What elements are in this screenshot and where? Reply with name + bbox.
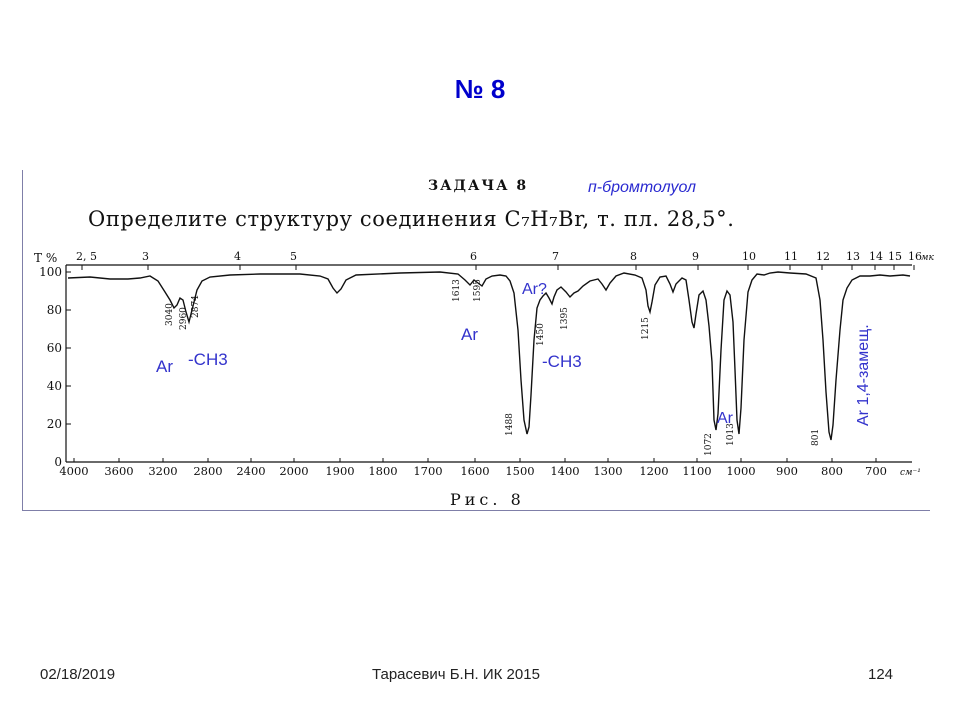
task-question: Определите структуру соединения C₇H₇Br, … (88, 207, 735, 231)
y-axis-labels: 100 80 60 40 20 0 T % (34, 251, 71, 469)
bottom-tick-label: 1700 (413, 464, 442, 478)
top-tick-label: 10 (742, 250, 756, 263)
bottom-tick-label: 1800 (368, 464, 397, 478)
compound-name: п-бромтолуол (588, 179, 697, 196)
top-tick-label: 13 (846, 250, 860, 263)
footer-page: 124 (868, 666, 894, 683)
bottom-axis-labels: 4000 3600 3200 2800 2400 2000 1900 1800 1700 1600… (59, 458, 921, 478)
peak-label: 3040 (165, 303, 175, 326)
peak-label: 2960 (179, 307, 189, 330)
annotation-label: Ar (156, 357, 173, 376)
peak-label: 1395 (560, 307, 570, 330)
bottom-tick-label: 2400 (236, 464, 265, 478)
annotations: Ar -CH3 Ar Ar? -CH3 Ar Ar 1,4-замещ. (156, 281, 872, 427)
top-tick-label: 4 (234, 250, 241, 263)
top-tick-label: 12 (816, 250, 830, 263)
y-tick-label: 100 (39, 265, 62, 279)
peak-label: 1072 (704, 433, 714, 456)
peak-label: 1013 (726, 423, 736, 446)
y-axis-label: T % (34, 251, 57, 265)
y-tick-label: 20 (47, 417, 62, 431)
bottom-tick-label: 700 (865, 464, 887, 478)
y-tick-label: 0 (54, 455, 62, 469)
bottom-tick-label: 3600 (104, 464, 133, 478)
bottom-axis-unit: см⁻¹ (900, 468, 921, 478)
slide-title: № 8 (454, 74, 506, 104)
bottom-tick-label: 2000 (279, 464, 308, 478)
peak-label: 1488 (505, 413, 515, 436)
top-tick-label: 6 (470, 250, 477, 263)
peak-label: 1613 (452, 279, 462, 302)
top-tick-label: 11 (784, 250, 798, 263)
bottom-tick-label: 4000 (59, 464, 88, 478)
y-tick-label: 40 (47, 379, 62, 393)
peak-label: 1595 (473, 279, 483, 302)
bottom-tick-label: 1100 (682, 464, 711, 478)
bottom-tick-label: 1200 (639, 464, 668, 478)
bottom-tick-label: 800 (821, 464, 843, 478)
figure-caption: Рис. 8 (450, 490, 525, 509)
figure-border-bottom (22, 510, 930, 511)
annotation-label: Ar 1,4-замещ. (855, 324, 872, 426)
top-tick-label: 5 (290, 250, 297, 263)
bottom-tick-label: 1000 (726, 464, 755, 478)
bottom-tick-label: 1900 (325, 464, 354, 478)
top-tick-label: 3 (142, 250, 149, 263)
peak-label: 1215 (641, 317, 651, 340)
task-title: ЗАДАЧА 8 (428, 178, 529, 194)
bottom-tick-label: 3200 (148, 464, 177, 478)
chart-frame (65, 264, 912, 463)
top-axis-unit: мк (921, 253, 934, 263)
y-tick-label: 80 (47, 303, 62, 317)
peak-label: 801 (811, 429, 821, 446)
annotation-label: Ar (461, 325, 478, 344)
footer-author: Тарасевич Б.Н. ИК 2015 (372, 666, 540, 683)
top-tick-label: 9 (692, 250, 699, 263)
bottom-tick-label: 1600 (460, 464, 489, 478)
bottom-tick-label: 900 (776, 464, 798, 478)
top-tick-label: 16 (908, 250, 922, 263)
top-tick-label: 8 (630, 250, 637, 263)
footer-date: 02/18/2019 (40, 666, 116, 683)
peak-label: 1450 (536, 323, 546, 346)
annotation-label: -CH3 (542, 352, 582, 371)
annotation-label: Ar? (522, 281, 547, 298)
top-tick-label: 2, 5 (76, 250, 97, 263)
top-tick-label: 7 (552, 250, 559, 263)
figure-border-left (22, 170, 23, 511)
top-tick-label: 15 (888, 250, 902, 263)
spectrum-trace (67, 271, 911, 441)
annotation-label: Ar (717, 410, 734, 427)
annotation-label: -CH3 (188, 350, 228, 369)
peak-label: 2874 (191, 295, 201, 318)
spectrum-figure (22, 170, 930, 511)
bottom-tick-label: 1500 (505, 464, 534, 478)
bottom-tick-label: 1300 (593, 464, 622, 478)
y-tick-label: 60 (47, 341, 62, 355)
top-axis-labels: 2, 5 3 4 5 6 7 8 9 10 11 12 13 14 15 16 мк (76, 250, 934, 270)
top-tick-label: 14 (869, 250, 883, 263)
bottom-tick-label: 2800 (193, 464, 222, 478)
bottom-tick-label: 1400 (550, 464, 579, 478)
